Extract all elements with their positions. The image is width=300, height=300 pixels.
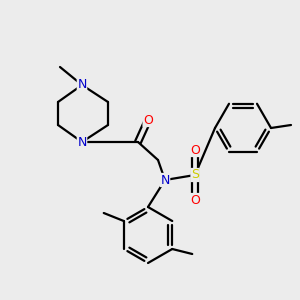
Text: O: O: [190, 143, 200, 157]
Text: N: N: [77, 79, 87, 92]
Text: N: N: [77, 136, 87, 148]
Text: N: N: [160, 173, 170, 187]
Text: S: S: [191, 169, 199, 182]
Text: O: O: [190, 194, 200, 206]
Text: O: O: [143, 113, 153, 127]
